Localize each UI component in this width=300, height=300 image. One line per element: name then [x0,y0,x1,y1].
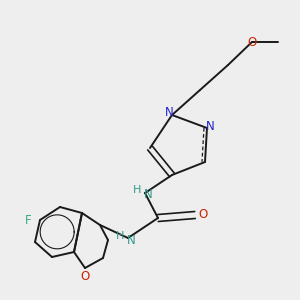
Text: O: O [248,35,256,49]
Text: H: H [133,185,141,195]
Text: N: N [165,106,173,119]
Text: N: N [206,119,214,133]
Text: H: H [116,231,124,241]
Text: N: N [127,233,135,247]
Text: F: F [25,214,31,226]
Text: O: O [198,208,208,221]
Text: O: O [80,269,90,283]
Text: N: N [144,188,152,202]
